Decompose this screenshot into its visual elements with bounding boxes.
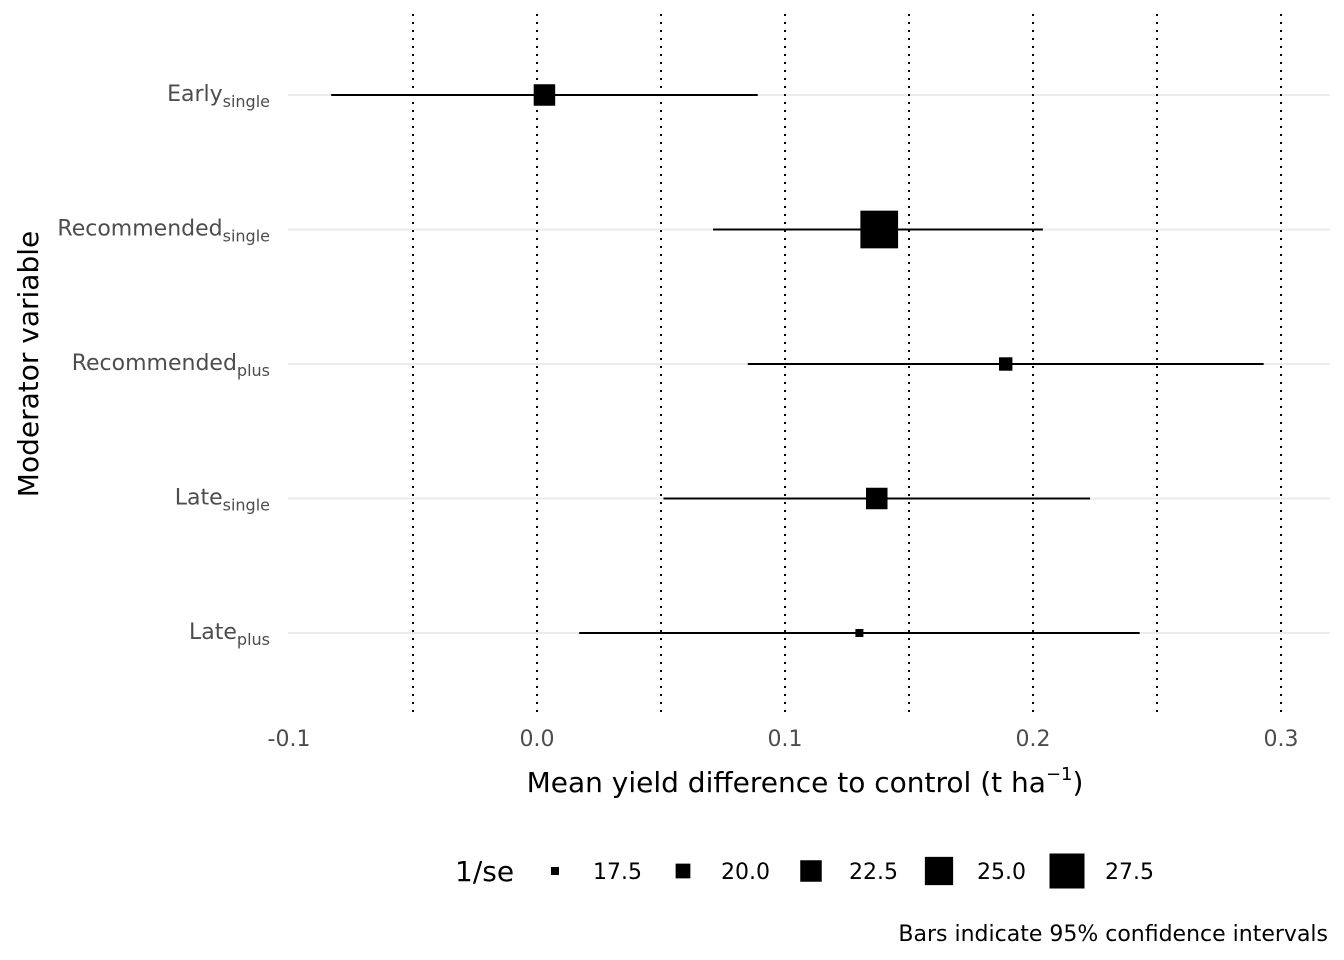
point-estimate (999, 357, 1012, 370)
x-axis-title: Mean yield difference to control (t ha−1… (527, 764, 1084, 799)
x-tick-label: 0.0 (520, 727, 555, 752)
y-axis-title: Moderator variable (12, 231, 45, 497)
legend-key (800, 860, 822, 882)
legend-key (551, 867, 559, 875)
y-tick-label: Recommendedplus (72, 351, 270, 380)
legend-label: 20.0 (721, 860, 770, 885)
legend-label: 17.5 (593, 860, 642, 885)
legend-title: 1/se (455, 855, 514, 888)
point-estimate (866, 488, 888, 510)
x-tick-label: 0.2 (1016, 727, 1051, 752)
legend-label: 25.0 (977, 860, 1026, 885)
caption: Bars indicate 95% confidence intervals (898, 922, 1328, 947)
y-tick-label: Lateplus (189, 620, 270, 649)
legend-label: 27.5 (1105, 860, 1154, 885)
legend-key (676, 864, 691, 879)
x-tick-label: -0.1 (268, 727, 311, 752)
legend: 1/se 17.5 20.0 22.5 25.0 27.5 (455, 854, 1154, 889)
data-marks (331, 84, 1263, 637)
point-estimate (534, 84, 556, 106)
legend-key (925, 857, 953, 885)
point-estimate (855, 629, 863, 637)
legend-key (1050, 854, 1085, 889)
legend-label: 22.5 (849, 860, 898, 885)
y-tick-label: Recommendedsingle (57, 217, 270, 246)
x-axis-tick-labels: -0.1 0.0 0.1 0.2 0.3 (268, 727, 1299, 752)
x-tick-label: 0.3 (1264, 727, 1299, 752)
y-axis-tick-labels: Earlysingle Recommendedsingle Recommendedp… (57, 82, 270, 649)
x-tick-label: 0.1 (768, 727, 803, 752)
y-tick-label: Latesingle (175, 486, 270, 515)
point-estimate (860, 211, 898, 249)
y-tick-label: Earlysingle (167, 82, 270, 111)
